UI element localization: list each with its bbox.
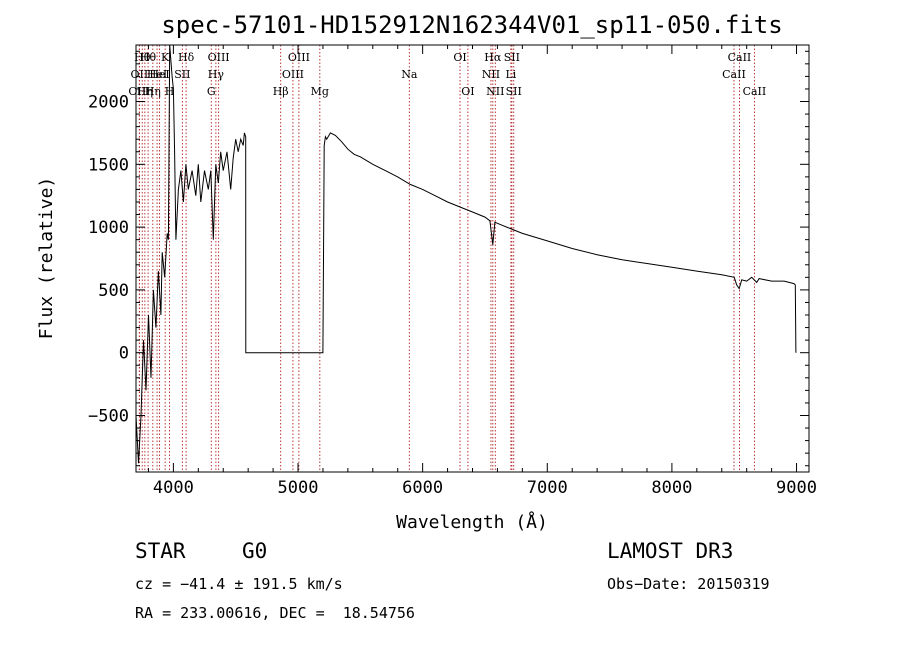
line-label: OIII bbox=[128, 85, 150, 98]
line-label: OIII bbox=[282, 68, 304, 81]
line-label: HeI bbox=[149, 68, 169, 81]
plot-frame bbox=[135, 44, 810, 473]
line-label: SII bbox=[504, 51, 520, 64]
line-label: Hα bbox=[484, 51, 502, 64]
line-label: CaII bbox=[722, 68, 746, 81]
object-class: STAR bbox=[135, 539, 186, 563]
y-tick-label: 2000 bbox=[88, 93, 129, 113]
emission-line-labels: OIIOIIIHθHηHθHηHeIHeIKHSIIHδGHγOIIIHβOII… bbox=[128, 51, 766, 98]
obs-date: Obs−Date: 20150319 bbox=[607, 575, 770, 593]
y-tick-label: 500 bbox=[98, 281, 129, 301]
x-tick-label: 4000 bbox=[153, 478, 194, 498]
line-label: CaII bbox=[728, 51, 752, 64]
line-label: HeI bbox=[147, 68, 167, 81]
line-label: Li bbox=[505, 68, 516, 81]
line-label: Hγ bbox=[208, 68, 225, 81]
y-tick-label: 0 bbox=[119, 344, 129, 364]
line-label: Hθ bbox=[140, 51, 157, 64]
line-label: Hη bbox=[145, 85, 161, 98]
spectrum-series-line bbox=[135, 44, 797, 464]
line-label: OI bbox=[453, 51, 466, 64]
survey-name: LAMOST DR3 bbox=[607, 539, 734, 563]
line-label: Hη bbox=[137, 85, 153, 98]
line-label: SII bbox=[174, 68, 190, 81]
line-label: G bbox=[207, 85, 216, 98]
x-tick-label: 7000 bbox=[527, 478, 568, 498]
line-label: SII bbox=[506, 85, 522, 98]
line-label: Hδ bbox=[178, 51, 195, 64]
y-tick-label: −500 bbox=[88, 406, 129, 426]
x-tick-label: 8000 bbox=[651, 478, 692, 498]
line-label: Hθ bbox=[134, 51, 151, 64]
x-tick-label: 6000 bbox=[402, 478, 443, 498]
line-label: OI bbox=[461, 85, 474, 98]
line-label: CaII bbox=[743, 85, 767, 98]
line-label: K bbox=[161, 51, 170, 64]
y-tick-label: 1000 bbox=[88, 218, 129, 238]
line-label: OIII bbox=[208, 51, 230, 64]
coordinates: RA = 233.00616, DEC = 18.54756 bbox=[135, 604, 415, 622]
x-axis-label: Wavelength (Å) bbox=[396, 511, 548, 533]
y-axis-label: Flux (relative) bbox=[36, 177, 57, 340]
line-label: Mg bbox=[311, 85, 329, 98]
x-axis-ticks: 4000 5000 6000 7000 8000 9000 bbox=[147, 45, 817, 498]
line-label: OIII bbox=[288, 51, 310, 64]
object-subclass: G0 bbox=[242, 539, 268, 563]
y-axis-ticks: −500 0 500 1000 1500 2000 bbox=[88, 50, 809, 467]
line-label: Hβ bbox=[273, 85, 289, 98]
x-tick-label: 9000 bbox=[776, 478, 817, 498]
line-label: NII bbox=[482, 68, 500, 81]
line-label: Na bbox=[401, 68, 418, 81]
y-tick-label: 1500 bbox=[88, 155, 129, 175]
redshift-text: cz = −41.4 ± 191.5 km/s bbox=[135, 575, 343, 593]
line-label: NII bbox=[486, 85, 504, 98]
chart-title: spec-57101-HD152912N162344V01_sp11-050.f… bbox=[161, 11, 782, 39]
x-tick-label: 5000 bbox=[278, 478, 319, 498]
line-label: OII bbox=[131, 68, 149, 81]
emission-line-markers bbox=[138, 45, 755, 472]
